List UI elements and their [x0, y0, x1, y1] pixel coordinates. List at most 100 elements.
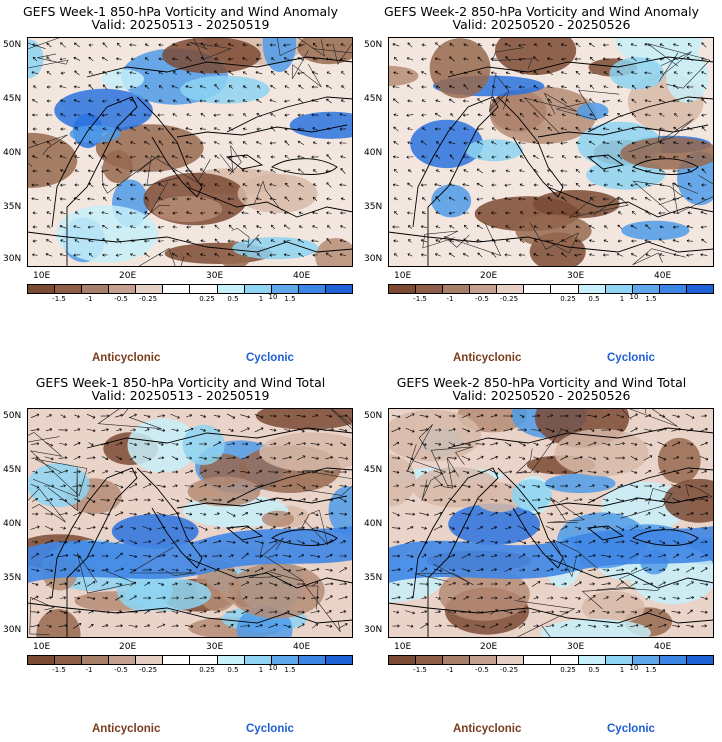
wind-arrow	[560, 169, 568, 173]
wind-arrow	[687, 182, 693, 188]
panel-week2-anomaly: GEFS Week-2 850-hPa Vorticity and Wind A…	[361, 0, 722, 371]
wind-arrow	[73, 455, 81, 460]
wind-arrow	[172, 554, 178, 558]
wind-arrow	[73, 539, 81, 544]
wind-arrow	[326, 113, 332, 117]
wind-arrow	[575, 99, 581, 103]
wind-arrow	[185, 127, 193, 131]
colorbar-swatch	[443, 656, 471, 664]
wind-arrow	[75, 127, 79, 131]
wind-arrow	[199, 99, 207, 103]
wind-arrow	[672, 540, 680, 545]
coastline	[176, 124, 348, 138]
wind-arrow	[489, 469, 499, 475]
wind-arrow	[172, 57, 178, 61]
wind-arrow	[559, 428, 569, 433]
wind-arrow	[575, 610, 581, 614]
wind-arrow	[298, 211, 304, 215]
colorbar-swatch	[82, 285, 110, 293]
wind-arrow	[115, 253, 122, 257]
wind-arrow	[517, 511, 527, 517]
wind-arrow	[172, 99, 178, 103]
country-border	[414, 564, 474, 586]
wind-arrow	[518, 623, 526, 629]
wind-arrow	[393, 126, 399, 132]
country-border	[552, 539, 599, 578]
country-border	[488, 74, 509, 113]
wind-arrow	[128, 483, 138, 489]
wind-arrow	[144, 428, 150, 432]
wind-arrow	[339, 57, 347, 61]
wind-arrow	[115, 413, 123, 418]
wind-arrow	[434, 57, 441, 61]
wind-arrow	[490, 57, 498, 61]
wind-arrow	[186, 43, 192, 47]
wind-arrow	[575, 526, 582, 530]
wind-arrow	[632, 155, 636, 159]
country-border	[27, 53, 69, 69]
panel-week1-anomaly: GEFS Week-1 850-hPa Vorticity and Wind A…	[0, 0, 361, 371]
wind-arrow	[673, 71, 678, 75]
wind-arrow	[74, 211, 79, 215]
wind-arrow	[186, 98, 192, 104]
wind-arrow	[73, 197, 81, 201]
wind-arrow	[200, 428, 206, 432]
wind-arrow	[199, 197, 206, 201]
wind-arrow	[546, 610, 554, 614]
anticyclonic-region	[261, 510, 295, 527]
wind-arrow	[73, 526, 81, 531]
wind-arrow	[534, 197, 538, 201]
colorbar-swatch	[298, 285, 326, 293]
colorbar-label: 0.25	[199, 666, 215, 674]
wind-arrow	[172, 582, 178, 586]
wind-arrow	[283, 441, 291, 446]
wind-arrow	[505, 554, 512, 558]
wind-arrow	[271, 57, 275, 61]
wind-arrow	[87, 197, 95, 201]
wind-arrow	[339, 582, 347, 586]
wind-arrow	[433, 498, 443, 502]
lon-tick-label: 10E	[394, 642, 412, 652]
colorbar-label: 0.25	[560, 295, 576, 303]
wind-arrow	[433, 525, 443, 531]
wind-arrow	[86, 413, 96, 419]
wind-arrow	[546, 183, 554, 187]
wind-arrow	[102, 141, 108, 145]
wind-arrow	[228, 224, 234, 230]
wind-arrow	[59, 582, 67, 586]
wind-arrow	[214, 224, 220, 230]
anticyclonic-label: Anticyclonic	[92, 723, 161, 735]
wind-arrow	[575, 70, 581, 75]
wind-arrow	[657, 455, 667, 461]
wind-arrow	[575, 484, 581, 488]
wind-arrow	[45, 113, 53, 117]
wind-arrow	[573, 511, 583, 516]
wind-arrow	[504, 567, 512, 572]
wind-arrow	[60, 239, 66, 243]
country-border	[137, 247, 185, 267]
wind-arrow	[687, 113, 693, 117]
wind-arrow	[701, 113, 707, 117]
wind-arrow	[340, 99, 345, 103]
wind-arrow	[603, 253, 609, 257]
wind-arrow	[340, 197, 345, 201]
wind-arrow	[462, 183, 470, 187]
wind-arrow	[32, 169, 38, 173]
wind-arrow	[338, 456, 349, 460]
wind-arrow	[631, 98, 637, 104]
wind-arrow	[101, 581, 109, 587]
wind-arrow	[533, 183, 539, 187]
wind-arrow	[326, 127, 332, 131]
wind-arrow	[672, 497, 680, 503]
wind-arrow	[547, 470, 554, 474]
country-border	[27, 134, 68, 167]
wind-arrow	[31, 595, 39, 600]
wind-arrow	[659, 484, 665, 488]
coastline	[226, 96, 353, 133]
wind-arrow	[448, 568, 456, 572]
wind-arrow	[657, 623, 667, 628]
wind-arrow	[630, 252, 637, 257]
wind-arrow	[519, 498, 526, 502]
wind-arrow	[407, 568, 413, 572]
wind-arrow	[659, 127, 665, 131]
